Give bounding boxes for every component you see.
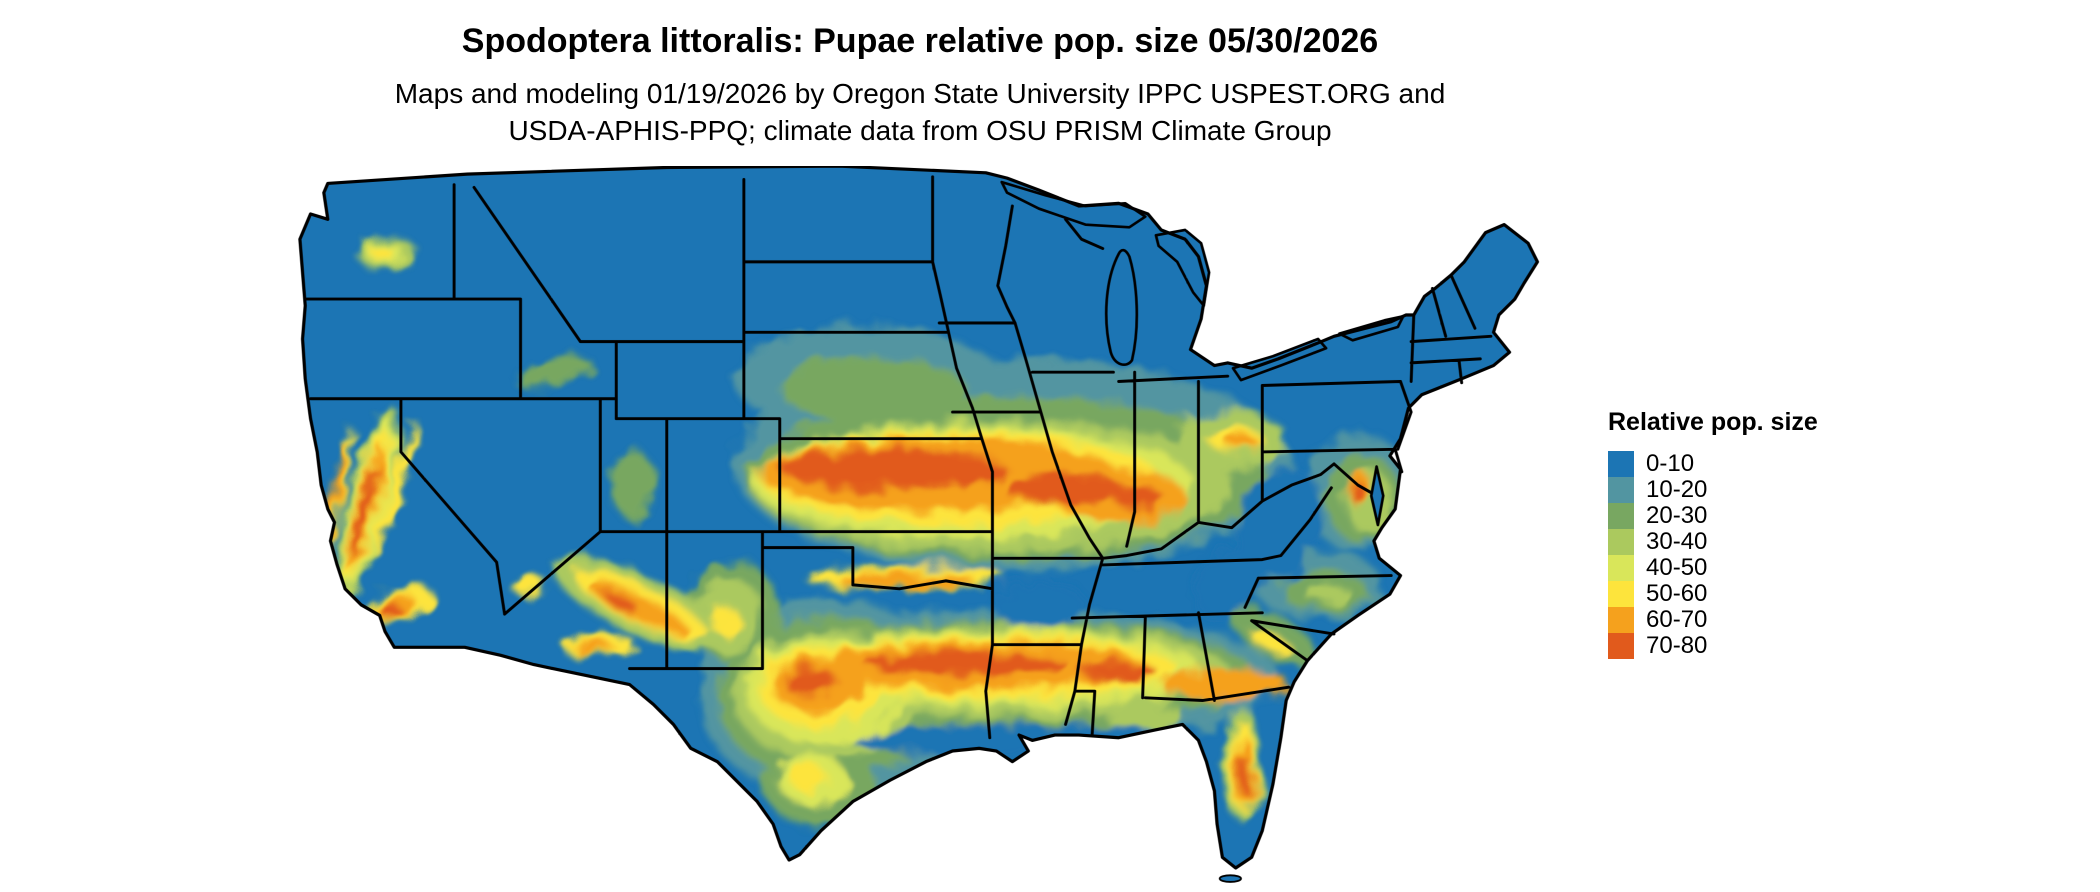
legend-label: 20-30 [1646,502,1708,529]
legend-row: 60-70 [1608,606,1818,633]
us-outline [298,164,1540,870]
map-subtitle: Maps and modeling 01/19/2026 by Oregon S… [250,77,1590,148]
legend-swatch [1608,451,1634,477]
us-map-container [268,164,1564,884]
lake-michigan [1104,248,1139,366]
legend-swatch [1608,555,1634,581]
legend-swatch [1608,633,1634,659]
legend-swatch [1608,607,1634,633]
legend-swatch [1608,581,1634,607]
map-subtitle-line1: Maps and modeling 01/19/2026 by Oregon S… [394,77,1446,109]
legend-row: 30-40 [1608,528,1818,555]
legend-label: 10-20 [1646,476,1708,503]
legend-label: 40-50 [1646,554,1708,581]
us-map [298,164,1540,883]
legend-row: 0-10 [1608,450,1818,477]
legend-title: Relative pop. size [1608,408,1818,436]
legend-entries: 0-10 10-20 20-30 30-40 40-50 50-60 60-70 70-80 [1608,450,1818,659]
legend-label: 60-70 [1646,606,1708,633]
map-title: Spodoptera littoralis: Pupae relative po… [461,22,1379,60]
title-block: Spodoptera littoralis: Pupae relative po… [250,20,1590,148]
legend-swatch [1608,477,1634,503]
heat-blobs [321,236,1412,827]
map-subtitle-line2: USDA-APHIS-PPQ; climate data from OSU PR… [508,115,1332,147]
legend: Relative pop. size 0-10 10-20 20-30 30-40 40… [1608,408,1818,659]
heatmap-layer [299,166,1538,868]
legend-label: 0-10 [1646,450,1695,477]
state-borders [303,175,1493,740]
legend-row: 70-80 [1608,632,1818,659]
legend-row: 10-20 [1608,476,1818,503]
legend-row: 40-50 [1608,554,1818,581]
legend-label: 30-40 [1646,528,1708,555]
legend-label: 70-80 [1646,632,1708,659]
chesapeake-bay [1369,465,1385,527]
florida-keys [1218,874,1242,883]
legend-row: 20-30 [1608,502,1818,529]
legend-row: 50-60 [1608,580,1818,607]
legend-label: 50-60 [1646,580,1708,607]
legend-swatch [1608,503,1634,529]
legend-swatch [1608,529,1634,555]
